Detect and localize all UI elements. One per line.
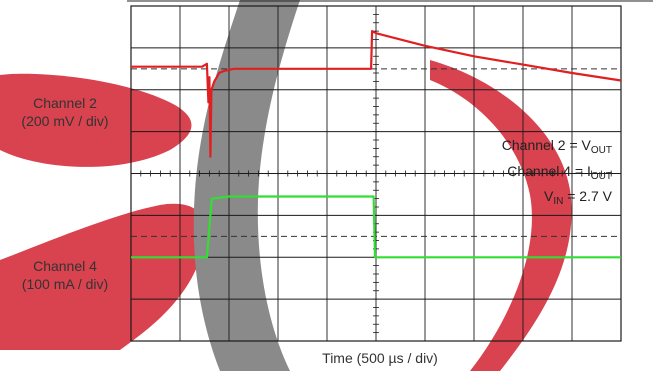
- channel-4-name: Channel 4: [33, 258, 97, 274]
- channel-2-scale: (200 mV / div): [21, 113, 109, 129]
- legend-channel-4-sub: OUT: [590, 171, 612, 182]
- watermark-gray-shape: [193, 0, 300, 371]
- watermark-red-shape: [0, 203, 206, 350]
- x-axis-label: Time (500 µs / div): [322, 350, 438, 366]
- channel-4-scale: (100 mA / div): [21, 276, 109, 292]
- legend-vin-text: V: [544, 188, 554, 204]
- trace-channel-2: [131, 30, 622, 158]
- watermark-red-shape: [430, 60, 572, 371]
- watermark-red-shape: [0, 73, 192, 167]
- channel-2-name: Channel 2: [33, 95, 97, 111]
- channel-4-label: Channel 4 (100 mA / div): [0, 257, 130, 293]
- watermark-logo: [0, 0, 572, 371]
- legend-vin-sub: IN: [553, 196, 564, 207]
- legend-channel-2: Channel 2 = VOUT: [502, 136, 612, 160]
- trace-channel-4: [131, 195, 621, 259]
- scope-grid: [127, 0, 653, 342]
- waveform-traces: [131, 30, 622, 259]
- legend-vin: VIN = 2.7 V: [544, 187, 612, 211]
- channel-2-label: Channel 2 (200 mV / div): [0, 94, 130, 130]
- legend-channel-2-sub: OUT: [590, 145, 612, 156]
- reference-markers: [131, 68, 621, 237]
- legend-channel-2-text: Channel 2 = V: [501, 137, 591, 153]
- legend-vin-value: = 2.7 V: [563, 188, 612, 204]
- legend-channel-4-text: Channel 4 = I: [507, 163, 591, 179]
- legend-channel-4: Channel 4 = IOUT: [507, 162, 612, 186]
